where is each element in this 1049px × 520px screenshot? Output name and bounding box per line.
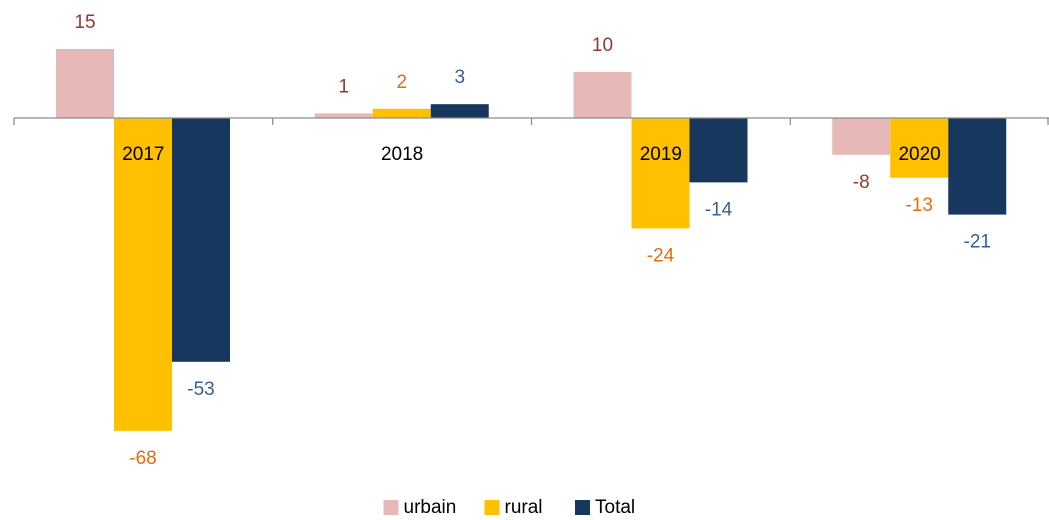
x-tick-label: 2017 [122, 144, 164, 165]
legend-label: urbain [404, 497, 457, 518]
data-label: -14 [705, 199, 733, 220]
data-label: -68 [129, 448, 156, 469]
bar [573, 72, 632, 118]
legend-swatch [484, 500, 500, 515]
bar [832, 118, 891, 155]
data-label: -8 [853, 172, 870, 193]
bar [114, 118, 172, 431]
bar [172, 118, 230, 362]
data-label: 3 [454, 67, 465, 88]
bar [430, 104, 489, 118]
data-label: -13 [906, 195, 933, 216]
bar [56, 49, 114, 118]
x-tick-label: 2020 [898, 144, 940, 165]
data-label: 10 [592, 35, 613, 56]
bar [689, 118, 748, 183]
x-tick-label: 2019 [640, 144, 682, 165]
legend-label: rural [505, 497, 543, 518]
data-label: -53 [187, 379, 214, 400]
data-label: 2 [396, 72, 407, 93]
bar [314, 113, 373, 118]
data-label: 15 [74, 12, 95, 33]
bar [948, 118, 1007, 215]
x-tick-label: 2018 [381, 144, 423, 165]
bar [631, 118, 690, 229]
legend-swatch [383, 500, 399, 515]
data-label: 1 [338, 76, 349, 97]
legend-swatch [575, 500, 590, 515]
data-label: -24 [647, 245, 675, 266]
bar [890, 118, 949, 178]
data-label: -21 [964, 232, 991, 253]
legend-label: Total [595, 497, 635, 518]
bar [372, 108, 431, 118]
